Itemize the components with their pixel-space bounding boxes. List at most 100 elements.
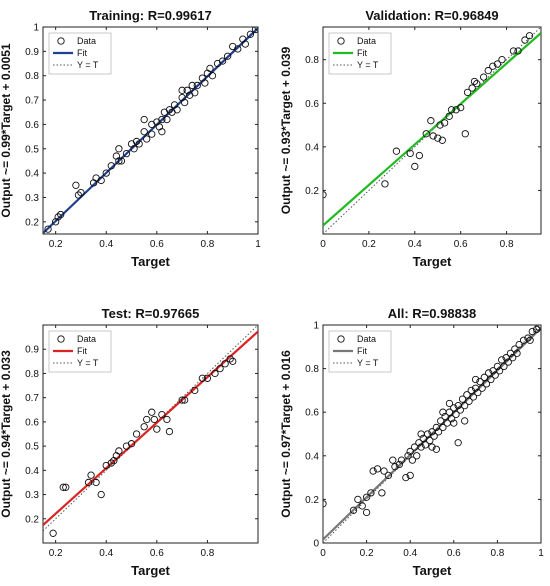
data-point bbox=[158, 410, 166, 419]
data-point bbox=[92, 478, 100, 487]
legend-label-data: Data bbox=[77, 334, 96, 344]
y-tick-label: 0.9 bbox=[25, 47, 39, 58]
data-point bbox=[436, 121, 444, 129]
legend-label-fit: Fit bbox=[77, 346, 87, 356]
y-tick-label: 0.8 bbox=[305, 55, 319, 66]
x-tick-label: 0.2 bbox=[360, 548, 374, 559]
data-point bbox=[402, 473, 410, 482]
data-point bbox=[524, 334, 532, 342]
data-point bbox=[434, 134, 442, 142]
data-point bbox=[498, 56, 506, 64]
data-point bbox=[148, 130, 156, 138]
data-point bbox=[206, 64, 214, 73]
data-point bbox=[465, 397, 473, 405]
data-point bbox=[191, 89, 199, 97]
y-tick-label: 0.3 bbox=[25, 193, 39, 204]
data-point bbox=[408, 456, 417, 464]
data-point bbox=[480, 373, 488, 381]
data-point bbox=[397, 456, 406, 464]
data-point bbox=[430, 432, 438, 440]
data-point bbox=[62, 483, 70, 491]
data-point bbox=[515, 340, 523, 349]
x-tick-label: 0.8 bbox=[500, 239, 514, 250]
data-point bbox=[452, 106, 460, 114]
data-point bbox=[349, 506, 358, 514]
data-point bbox=[323, 500, 327, 508]
x-tick-label: 0.8 bbox=[200, 548, 214, 559]
x-tick-label: 0.6 bbox=[150, 548, 164, 559]
data-point bbox=[226, 355, 234, 363]
x-axis-label: Target bbox=[413, 254, 452, 269]
y-tick-label: 0.4 bbox=[25, 466, 39, 477]
data-point bbox=[471, 375, 480, 384]
x-tick-label: 0.4 bbox=[408, 239, 422, 250]
y-tick-label: 0.4 bbox=[305, 451, 319, 462]
data-point bbox=[470, 77, 479, 86]
data-point bbox=[479, 73, 488, 81]
data-point bbox=[484, 66, 492, 75]
x-axis-label: Target bbox=[131, 254, 170, 269]
data-point bbox=[97, 490, 105, 499]
data-point bbox=[380, 467, 388, 475]
y-tick-label: 0.2 bbox=[25, 217, 39, 228]
data-point bbox=[440, 119, 449, 127]
data-point bbox=[438, 136, 446, 144]
data-point bbox=[463, 88, 472, 97]
data-point bbox=[469, 393, 478, 401]
data-point bbox=[427, 117, 435, 125]
data-point bbox=[532, 325, 541, 334]
data-point bbox=[426, 436, 434, 445]
data-point bbox=[178, 396, 186, 404]
chart-title: Training: R=0.99617 bbox=[89, 8, 211, 23]
data-point bbox=[373, 465, 382, 473]
data-point bbox=[463, 391, 471, 399]
data-point bbox=[117, 157, 126, 165]
data-point bbox=[445, 399, 454, 408]
data-point bbox=[415, 151, 424, 160]
data-point bbox=[143, 135, 151, 143]
legend-label-identity: Y = T bbox=[77, 358, 99, 368]
identity-line bbox=[323, 27, 541, 234]
y-tick-label: 0.4 bbox=[25, 169, 39, 180]
data-point bbox=[417, 430, 425, 438]
data-point bbox=[369, 467, 377, 475]
subplot-2: 0 0.2 0.4 0.6 0.8 0.2 0.4 0.6 0.8 Data Fit Y = T Val… bbox=[279, 8, 542, 269]
data-point bbox=[528, 327, 536, 336]
y-tick-label: 0.2 bbox=[25, 514, 39, 525]
data-point bbox=[198, 374, 207, 382]
data-point bbox=[49, 529, 57, 537]
x-tick-label: 0.6 bbox=[454, 239, 468, 250]
data-point bbox=[406, 149, 414, 158]
data-point bbox=[461, 402, 469, 410]
data-point bbox=[178, 86, 186, 94]
data-point bbox=[223, 52, 232, 60]
x-tick-label: 1 bbox=[538, 548, 544, 559]
data-point bbox=[509, 354, 517, 362]
data-point bbox=[500, 362, 508, 371]
x-tick-label: 0 bbox=[320, 239, 326, 250]
data-point bbox=[173, 106, 181, 114]
y-tick-label: 0.5 bbox=[25, 144, 39, 155]
data-point bbox=[495, 367, 504, 375]
legend-label-fit: Fit bbox=[77, 48, 87, 58]
data-point bbox=[447, 106, 456, 114]
data-point bbox=[180, 396, 189, 404]
y-tick-label: 0.6 bbox=[25, 417, 39, 428]
data-point bbox=[72, 181, 80, 189]
data-point bbox=[445, 112, 453, 120]
subplot-4: 0 0.2 0.4 0.6 0.8 1 0 0.2 0.4 0.6 0.8 1 Data Fit Y = T… bbox=[279, 306, 544, 578]
x-tick-label: 0.2 bbox=[49, 239, 63, 250]
data-point bbox=[498, 356, 506, 364]
y-tick-label: 0.6 bbox=[305, 408, 319, 419]
legend-label-data: Data bbox=[357, 36, 376, 46]
data-point bbox=[148, 408, 156, 416]
y-tick-label: 0.4 bbox=[305, 142, 319, 153]
x-tick-label: 0.2 bbox=[362, 239, 376, 250]
x-tick-label: 0.2 bbox=[49, 548, 63, 559]
data-point bbox=[511, 345, 519, 353]
data-point bbox=[158, 128, 166, 136]
data-point bbox=[323, 191, 327, 199]
data-point bbox=[537, 325, 541, 329]
data-point bbox=[115, 447, 123, 455]
data-point bbox=[439, 408, 447, 416]
